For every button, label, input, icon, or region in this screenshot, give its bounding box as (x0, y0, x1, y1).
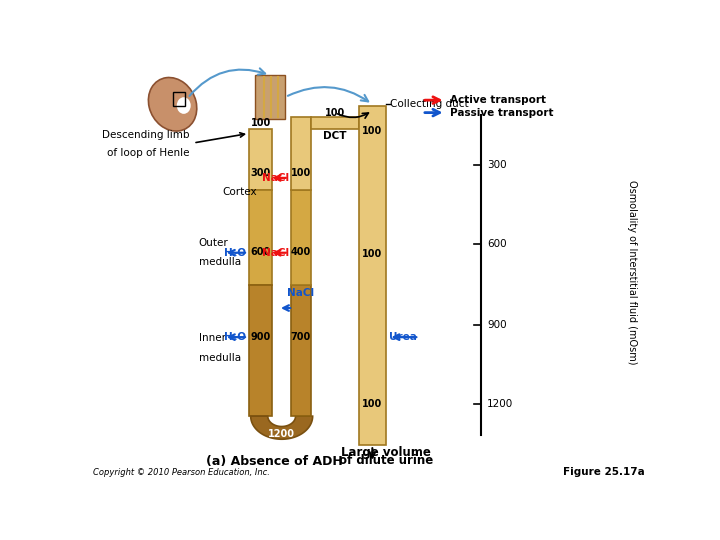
Text: 100: 100 (251, 118, 271, 128)
FancyBboxPatch shape (291, 117, 311, 190)
Text: 100: 100 (325, 108, 345, 118)
Text: 100: 100 (362, 126, 382, 136)
Text: Inner: Inner (199, 333, 226, 343)
Text: 900: 900 (487, 320, 507, 330)
Text: Passive transport: Passive transport (450, 107, 554, 118)
Text: medulla: medulla (199, 353, 241, 362)
Text: (a) Absence of ADH: (a) Absence of ADH (206, 455, 343, 468)
Text: 1200: 1200 (487, 399, 513, 409)
Text: Cortex: Cortex (222, 187, 258, 197)
Ellipse shape (148, 78, 197, 131)
Text: Outer: Outer (199, 238, 228, 248)
Text: NaCl: NaCl (287, 288, 315, 298)
Text: 400: 400 (291, 247, 311, 257)
Polygon shape (251, 416, 312, 439)
Text: 100: 100 (362, 249, 382, 259)
Text: Collecting duct: Collecting duct (390, 99, 469, 109)
Bar (173, 92, 185, 106)
Text: Urea: Urea (389, 332, 416, 342)
Text: H₂O: H₂O (224, 248, 246, 258)
FancyBboxPatch shape (311, 117, 359, 129)
FancyBboxPatch shape (291, 285, 311, 416)
Text: 100: 100 (362, 399, 382, 409)
Text: NaCl: NaCl (261, 173, 289, 183)
FancyBboxPatch shape (359, 106, 386, 445)
Text: 600: 600 (487, 239, 507, 248)
FancyBboxPatch shape (249, 129, 272, 190)
Text: Active transport: Active transport (450, 95, 546, 105)
Text: Osmolality of Interstitial fluid (mOsm): Osmolality of Interstitial fluid (mOsm) (627, 180, 637, 365)
FancyBboxPatch shape (249, 190, 272, 285)
Text: 100: 100 (291, 168, 311, 178)
FancyBboxPatch shape (255, 75, 285, 119)
FancyBboxPatch shape (291, 190, 311, 285)
Text: 900: 900 (251, 332, 271, 342)
Text: DCT: DCT (323, 131, 347, 141)
Text: Copyright © 2010 Pearson Education, Inc.: Copyright © 2010 Pearson Education, Inc. (93, 468, 270, 477)
Text: NaCl: NaCl (261, 248, 289, 258)
Text: H₂O: H₂O (224, 332, 246, 342)
Text: 300: 300 (251, 168, 271, 178)
Text: Figure 25.17a: Figure 25.17a (564, 467, 645, 477)
FancyBboxPatch shape (249, 285, 272, 416)
Ellipse shape (177, 97, 191, 114)
Text: of dilute urine: of dilute urine (338, 454, 433, 467)
Text: medulla: medulla (199, 257, 241, 267)
Text: 700: 700 (291, 332, 311, 342)
Text: Descending limb: Descending limb (102, 130, 189, 140)
Text: 300: 300 (487, 160, 507, 170)
Text: Large volume: Large volume (341, 446, 431, 459)
Text: of loop of Henle: of loop of Henle (107, 148, 189, 158)
Text: 1200: 1200 (268, 429, 295, 439)
Text: 600: 600 (251, 247, 271, 257)
